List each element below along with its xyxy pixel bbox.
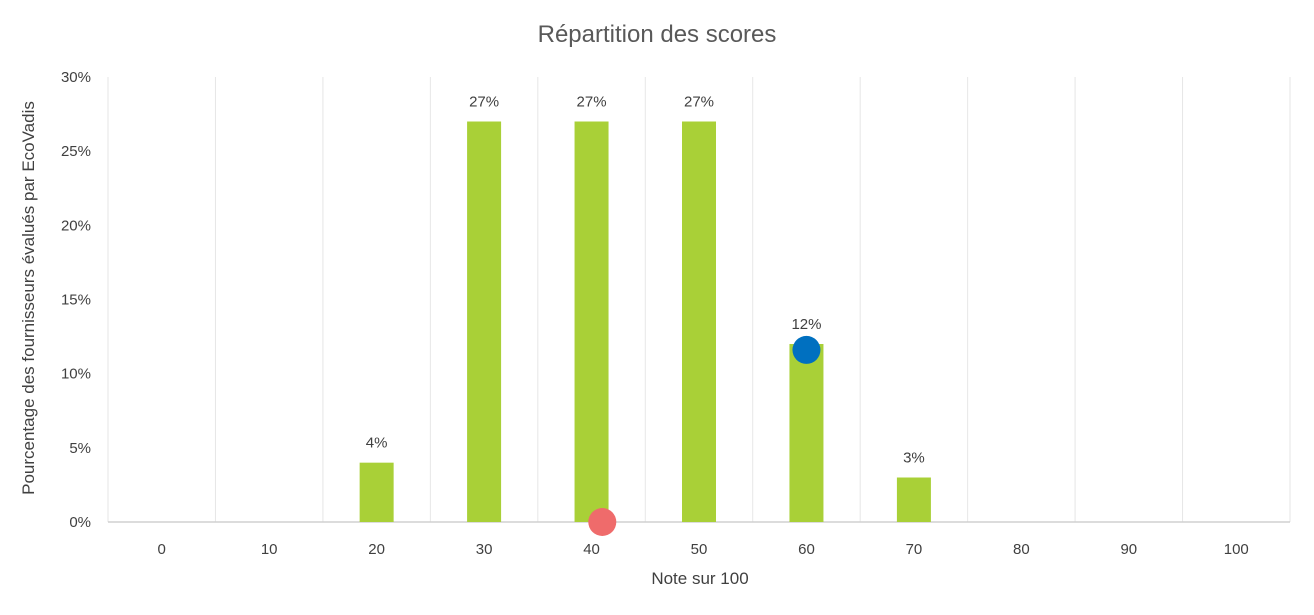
markers — [588, 335, 821, 536]
x-tick-label: 30 — [476, 541, 493, 558]
bar-20 — [359, 462, 394, 522]
y-tick-label: 5% — [69, 440, 91, 457]
chart-title: Répartition des scores — [538, 21, 777, 48]
y-tick-label: 15% — [61, 292, 91, 309]
y-tick-label: 10% — [61, 366, 91, 383]
data-label-50: 27% — [684, 94, 714, 111]
bar-60 — [789, 344, 824, 522]
bar-40 — [574, 121, 609, 522]
data-label-30: 27% — [469, 94, 499, 111]
data-labels: 4% 27% 27% 27% 12% 3% — [366, 94, 925, 467]
bar-70 — [896, 477, 931, 522]
marker-point — [588, 508, 617, 536]
y-tick-label: 20% — [61, 217, 91, 234]
x-tick-label: 0 — [158, 541, 166, 558]
data-label-60: 12% — [791, 316, 821, 333]
data-label-20: 4% — [366, 435, 388, 452]
y-axis-ticks: 0% 5% 10% 15% 20% 25% 30% — [61, 69, 91, 531]
marker-point — [792, 335, 821, 364]
y-tick-label: 0% — [69, 514, 91, 531]
x-tick-label: 80 — [1013, 541, 1030, 558]
bars — [359, 121, 931, 522]
x-tick-label: 50 — [691, 541, 708, 558]
bar-30 — [467, 121, 502, 522]
x-tick-label: 90 — [1120, 541, 1137, 558]
y-tick-label: 30% — [61, 69, 91, 86]
data-label-40: 27% — [577, 94, 607, 111]
x-axis-ticks: 0 10 20 30 40 50 60 70 80 90 100 — [158, 541, 1249, 558]
x-tick-label: 40 — [583, 541, 600, 558]
x-tick-label: 20 — [368, 541, 385, 558]
y-axis-label: Pourcentage des fournisseurs évalués par… — [19, 101, 38, 495]
x-tick-label: 100 — [1224, 541, 1249, 558]
x-tick-label: 10 — [261, 541, 278, 558]
x-tick-label: 70 — [906, 541, 923, 558]
x-tick-label: 60 — [798, 541, 815, 558]
bar-50 — [682, 121, 716, 522]
x-axis-label: Note sur 100 — [651, 569, 748, 588]
data-label-70: 3% — [903, 450, 925, 467]
y-tick-label: 25% — [61, 143, 91, 160]
